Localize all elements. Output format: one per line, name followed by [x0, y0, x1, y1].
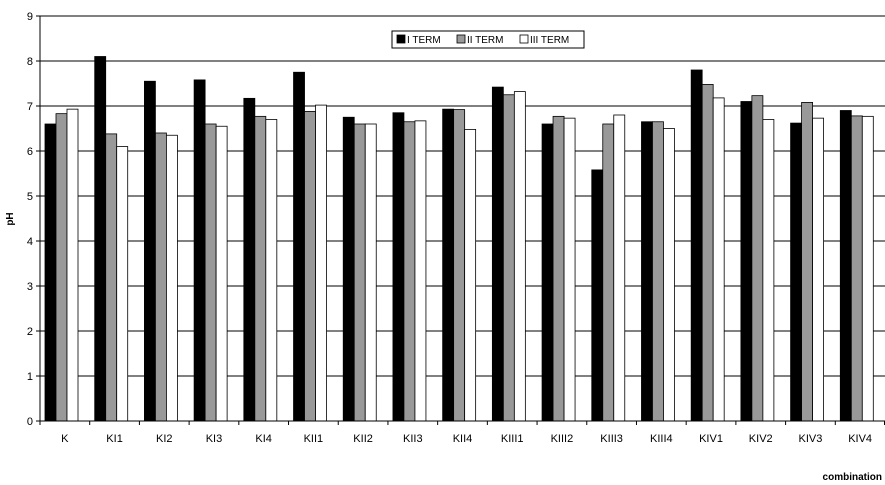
x-tick-label: KI4	[255, 433, 272, 445]
legend-label-iii-term: III TERM	[530, 35, 569, 46]
axes	[36, 15, 885, 425]
legend-box	[391, 30, 585, 49]
y-tick-label: 0	[27, 416, 33, 428]
y-tick-label: 4	[27, 236, 33, 248]
y-tick-label: 7	[27, 101, 33, 113]
bar-iii-term-kiv1	[712, 97, 725, 422]
bar-iii-term-kii3	[414, 120, 427, 422]
y-tick-label: 3	[27, 281, 33, 293]
bar-iii-term-kiv2	[762, 119, 775, 422]
bar-iii-term-k	[66, 108, 79, 422]
bar-iii-term-kiii1	[513, 91, 526, 422]
bar-i-term-kiv4	[839, 110, 852, 422]
y-tick-label: 9	[27, 11, 33, 23]
bar-i-term-kiv1	[690, 69, 703, 422]
bar-ii-term-k	[55, 113, 68, 422]
bar-ii-term-kiii1	[502, 94, 515, 422]
bar-ii-term-ki3	[204, 123, 217, 422]
bar-i-term-ki3	[193, 79, 206, 422]
legend-swatch-ii-term	[456, 34, 466, 44]
bar-i-term-kiii2	[541, 123, 554, 422]
bar-i-term-kii1	[293, 71, 305, 422]
bar-ii-term-kiv3	[801, 102, 813, 422]
legend: I TERM II TERM III TERM	[391, 30, 585, 49]
bar-i-term-kii4	[442, 108, 455, 422]
bar-iii-term-kiii3	[613, 114, 626, 422]
legend-label-i-term: I TERM	[407, 35, 441, 46]
legend-swatch-i-term	[396, 34, 406, 44]
bar-iii-term-kiii4	[663, 128, 675, 422]
legend-label-ii-term: II TERM	[467, 35, 503, 46]
bar-ii-term-kii2	[353, 123, 366, 422]
bar-iii-term-kiv3	[812, 117, 824, 422]
bar-i-term-kii2	[342, 116, 355, 422]
bar-iii-term-kii2	[364, 123, 377, 422]
bar-ii-term-kiv4	[850, 115, 863, 422]
bar-iii-term-kiii2	[563, 117, 576, 422]
bar-ii-term-kiv1	[701, 84, 714, 422]
x-tick-label: KII1	[304, 433, 324, 445]
y-tick-label: 2	[27, 326, 33, 338]
y-tick-label: 8	[27, 56, 33, 68]
bar-ii-term-kii1	[304, 111, 316, 422]
y-tick-label: 5	[27, 191, 33, 203]
bar-iii-term-ki4	[265, 119, 278, 422]
bar-ii-term-kii3	[403, 121, 416, 422]
bar-ii-term-kiv2	[751, 95, 764, 422]
y-tick-label: 6	[27, 146, 33, 158]
bar-ii-term-ki1	[105, 133, 118, 422]
x-tick-label: KI3	[206, 433, 223, 445]
x-tick-label: KIII4	[650, 433, 673, 445]
bar-iii-term-ki2	[166, 134, 178, 422]
x-tick-label: KIII1	[501, 433, 524, 445]
bar-ii-term-ki4	[254, 115, 267, 422]
bar-i-term-ki1	[94, 56, 107, 422]
x-tick-label: K	[61, 433, 69, 445]
bar-ii-term-kiii3	[602, 123, 615, 422]
bar-i-term-kiii1	[491, 86, 504, 422]
bar-iii-term-ki1	[116, 146, 129, 422]
x-tick-label: KII3	[403, 433, 423, 445]
x-tick-label: KIII2	[551, 433, 574, 445]
legend-swatch-iii-term	[519, 34, 529, 44]
bar-i-term-ki2	[144, 80, 156, 422]
bar-ii-term-kiii2	[552, 115, 565, 422]
bar-iii-term-ki3	[215, 125, 228, 422]
x-tick-label: KIV2	[749, 433, 773, 445]
x-tick-label: KIV1	[699, 433, 723, 445]
x-tick-label: KIII3	[600, 433, 623, 445]
bar-i-term-ki4	[243, 97, 256, 422]
x-tick-label: KI1	[106, 433, 123, 445]
y-tick-label: 1	[27, 371, 33, 383]
bars	[44, 56, 874, 422]
bar-i-term-kiii3	[591, 169, 604, 422]
x-tick-label: KII2	[353, 433, 373, 445]
bar-i-term-kiv3	[790, 122, 802, 422]
bar-ii-term-ki2	[155, 132, 167, 422]
y-axis-title: pH	[5, 212, 16, 225]
bar-iii-term-kii1	[315, 104, 327, 422]
bar-ii-term-kiii4	[652, 121, 664, 422]
x-tick-labels: K KI1 KI2 KI3 KI4 KII1 KII2 KII3 KII4 KIII1 KIII2 K…	[61, 433, 872, 445]
x-tick-label: KIV4	[848, 433, 872, 445]
y-tick-labels: 0 1 2 3 4 5 6 7 8 9	[27, 11, 33, 428]
x-axis-title: combination	[823, 472, 882, 483]
bar-i-term-kii3	[392, 112, 405, 422]
bar-i-term-k	[44, 123, 57, 422]
bar-i-term-kiii4	[641, 121, 653, 422]
bar-i-term-kiv2	[740, 101, 753, 422]
x-tick-label: KIV3	[799, 433, 823, 445]
x-tick-label: KII4	[453, 433, 473, 445]
bar-iii-term-kiv4	[861, 115, 874, 422]
bar-ii-term-kii4	[453, 109, 466, 422]
x-tick-label: KI2	[156, 433, 173, 445]
bar-iii-term-kii4	[464, 128, 477, 422]
